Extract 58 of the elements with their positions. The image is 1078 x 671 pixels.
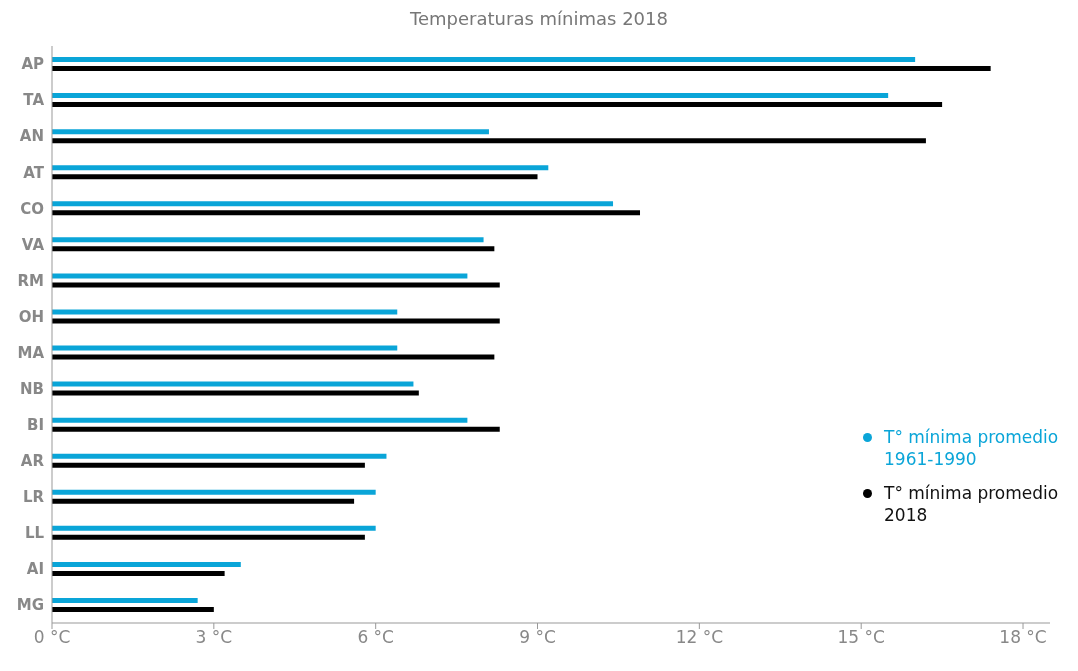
x-tick-label: 3 °C (195, 627, 233, 648)
bar (52, 165, 549, 171)
bar (52, 561, 241, 567)
y-tick-label: VA (21, 235, 45, 254)
bar (52, 66, 991, 71)
bar (52, 453, 387, 459)
y-tick-label: LR (22, 488, 45, 507)
y-tick-label: MG (16, 596, 44, 615)
bar (52, 345, 398, 351)
bar (52, 210, 641, 216)
bar (52, 606, 214, 612)
bar (52, 597, 198, 603)
bar (52, 570, 225, 576)
bar (52, 138, 926, 144)
bar (52, 237, 484, 243)
bar (52, 525, 376, 531)
x-tick-label: 18 °C (999, 627, 1047, 648)
bar (52, 309, 398, 315)
x-tick-label: 0 °C (33, 627, 71, 648)
y-tick-label: CO (20, 199, 44, 218)
bar (52, 102, 943, 108)
bar (52, 246, 495, 252)
bar (52, 129, 489, 135)
y-tick-label: BI (26, 415, 44, 434)
bar (52, 201, 614, 207)
y-tick-label: OH (18, 307, 44, 326)
y-tick-label: AT (23, 163, 45, 182)
y-tick-label: NB (20, 379, 44, 398)
x-tick-label: 15 °C (837, 627, 885, 648)
y-tick-label: TA (23, 91, 45, 110)
bar (52, 426, 500, 432)
bar (52, 93, 889, 99)
bar (52, 390, 419, 396)
bar (52, 489, 376, 495)
bar (52, 462, 365, 468)
y-tick-label: AR (20, 452, 45, 471)
y-tick-label: RM (17, 271, 44, 290)
x-tick-label: 6 °C (357, 627, 394, 648)
bar (52, 282, 500, 288)
bar (52, 174, 538, 180)
legend-label: T° mínima promedio 2018 (884, 482, 1059, 526)
y-tick-label: AP (21, 55, 44, 74)
bar (52, 318, 500, 324)
bar (52, 534, 365, 540)
bar (52, 417, 468, 423)
y-tick-label: MA (17, 343, 45, 362)
bar (52, 498, 355, 504)
legend-label: T° mínima promedio 1961-1990 (884, 426, 1059, 470)
bar (52, 273, 468, 279)
x-tick-label: 9 °C (519, 627, 556, 648)
bar (52, 354, 495, 360)
y-tick-label: AN (19, 127, 44, 146)
x-tick-label: 12 °C (675, 627, 724, 648)
bar (52, 57, 916, 62)
y-tick-label: AI (26, 560, 44, 579)
bar (52, 381, 414, 387)
chart-title: Temperaturas mínimas 2018 (409, 8, 669, 31)
y-tick-label: LL (24, 524, 45, 543)
